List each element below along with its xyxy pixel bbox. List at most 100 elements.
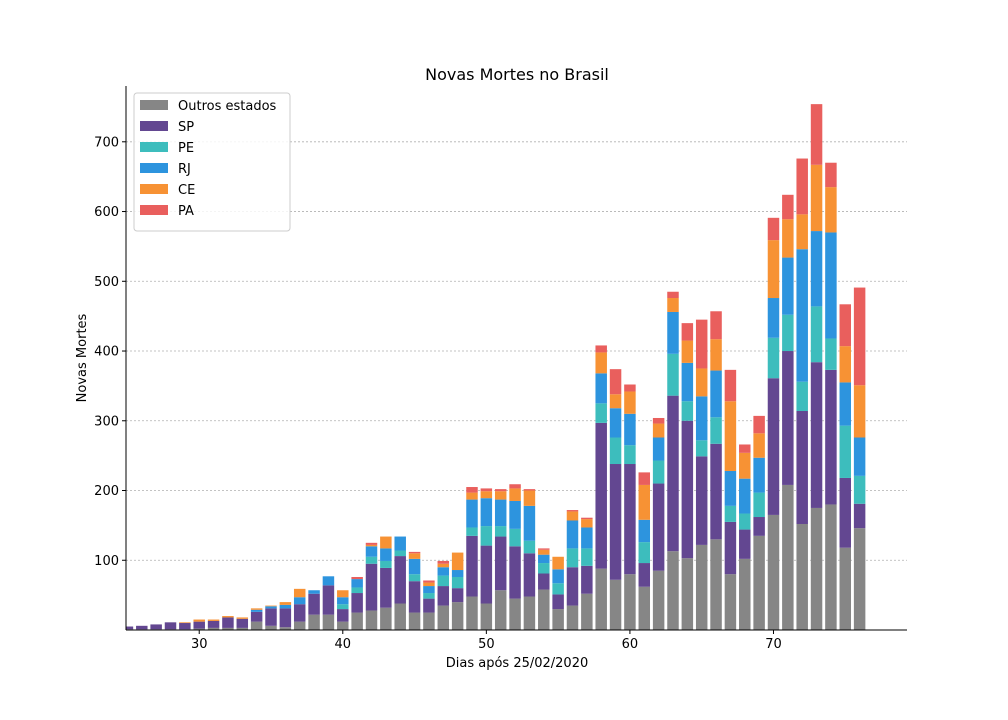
bar-segment: [437, 575, 450, 587]
bar-segment: [466, 596, 478, 630]
bar-segment: [796, 214, 808, 250]
bar-segment: [193, 619, 205, 622]
bar-segment: [179, 622, 191, 624]
bar-segment: [681, 362, 694, 402]
bar-segment: [365, 563, 378, 611]
legend-swatch: [140, 163, 168, 173]
bar-segment: [207, 619, 220, 621]
bar-segment: [337, 590, 349, 598]
bar-segment: [853, 503, 866, 529]
bar-segment: [451, 602, 464, 630]
bar-segment: [494, 526, 507, 537]
legend-swatch: [140, 121, 168, 131]
x-tick-label: 30: [191, 637, 208, 652]
bar-segment: [207, 627, 220, 630]
chart-title: Novas Mortes no Brasil: [425, 65, 609, 84]
bar-segment: [739, 558, 751, 630]
y-tick-label: 600: [94, 205, 119, 220]
bar-segment: [408, 558, 421, 575]
bar-segment: [250, 621, 263, 630]
bar-segment: [624, 464, 636, 575]
bar-segment: [322, 585, 335, 615]
bar-segment: [207, 620, 220, 628]
bar-segment: [609, 579, 622, 630]
bar-segment: [638, 563, 651, 587]
bar-segment: [739, 513, 751, 530]
bar-segment: [595, 373, 607, 404]
bar-segment: [136, 625, 148, 630]
bar-segment: [753, 415, 765, 434]
bar-segment: [839, 346, 852, 383]
bar-segment: [552, 569, 564, 584]
bar-segment: [164, 622, 177, 630]
bar-segment: [667, 311, 679, 354]
bar-segment: [509, 598, 521, 630]
bar-segment: [265, 625, 277, 630]
bar-segment: [538, 589, 550, 630]
bar-segment: [624, 384, 636, 392]
legend-label: SP: [178, 120, 194, 135]
bar-segment: [466, 527, 478, 536]
bar-segment: [710, 339, 722, 371]
axes: [122, 86, 907, 634]
bar-segment: [839, 382, 852, 426]
bar-segment: [825, 232, 837, 339]
bar-segment: [509, 488, 521, 501]
bar-segment: [695, 456, 708, 545]
bar-segment: [423, 582, 435, 587]
bar-segment: [250, 611, 263, 622]
bar-segment: [523, 596, 536, 630]
bar-segment: [293, 597, 306, 605]
bar-segment: [423, 598, 435, 613]
bar-segment: [652, 483, 665, 571]
bar-segment: [767, 217, 780, 241]
bar-segment: [394, 603, 406, 630]
bar-segment: [365, 542, 378, 545]
legend-label: PE: [178, 141, 194, 156]
bar-segment: [724, 574, 737, 630]
bar-segment: [624, 445, 636, 465]
bar-segment: [437, 605, 450, 630]
bar-segment: [279, 627, 292, 630]
bar-segment: [825, 162, 837, 188]
bar-segment: [609, 369, 622, 395]
bar-segment: [624, 413, 636, 446]
bar-segment: [351, 576, 363, 580]
bars: [126, 104, 866, 630]
bar-segment: [365, 610, 378, 630]
bar-segment: [523, 540, 536, 554]
bar-segment: [236, 617, 249, 619]
bar-segment: [609, 464, 622, 580]
bar-segment: [595, 422, 607, 569]
bar-segment: [652, 570, 665, 630]
bar-segment: [394, 536, 406, 551]
tick-labels: 100 200 300 400 500 600 700 30 40 50 60 70: [94, 135, 782, 652]
bar-segment: [380, 567, 392, 608]
bar-segment: [351, 587, 363, 594]
legend-swatch: [140, 100, 168, 110]
bar-segment: [839, 477, 852, 548]
bar-segment: [767, 240, 780, 299]
bar-segment: [265, 606, 277, 609]
bar-segment: [566, 567, 579, 606]
bar-segment: [408, 612, 421, 630]
bar-segment: [451, 570, 464, 577]
bar-segment: [222, 627, 234, 630]
bar-segment: [538, 573, 550, 590]
bar-segment: [509, 484, 521, 489]
bar-segment: [839, 547, 852, 630]
bar-segment: [796, 411, 808, 524]
bar-segment: [509, 528, 521, 547]
bar-segment: [681, 420, 694, 559]
bar-segment: [423, 580, 435, 583]
bar-segment: [753, 535, 765, 630]
bar-segment: [796, 381, 808, 412]
bar-segment: [739, 478, 751, 514]
bar-segment: [408, 581, 421, 613]
y-tick-label: 300: [94, 414, 119, 429]
bar-segment: [667, 291, 679, 299]
x-tick-label: 70: [765, 637, 782, 652]
bar-segment: [724, 505, 737, 522]
bar-segment: [566, 520, 579, 549]
